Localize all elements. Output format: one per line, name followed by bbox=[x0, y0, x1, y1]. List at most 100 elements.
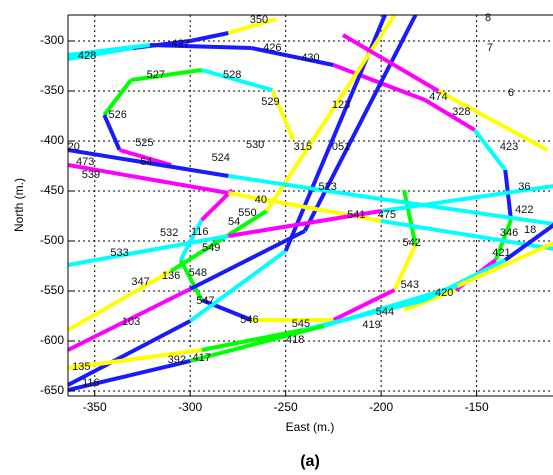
point-label: 549 bbox=[202, 242, 220, 254]
track-segment bbox=[323, 284, 459, 328]
point-label: 136 bbox=[162, 270, 180, 282]
chart-title: (a) bbox=[300, 453, 320, 470]
point-label: 419 bbox=[362, 319, 380, 331]
track-segment bbox=[227, 17, 277, 35]
point-label: 36 bbox=[518, 181, 530, 193]
point-label: 533 bbox=[110, 247, 128, 259]
y-tick-label: -550 bbox=[40, 283, 64, 297]
point-label: 430 bbox=[301, 52, 319, 64]
x-tick-label: -250 bbox=[274, 400, 298, 414]
point-label: 474 bbox=[429, 91, 447, 103]
track-segment bbox=[189, 229, 306, 291]
track-segment bbox=[200, 188, 234, 222]
track-segment bbox=[380, 184, 553, 213]
point-label: 548 bbox=[189, 267, 207, 279]
point-label: 550 bbox=[238, 207, 256, 219]
point-label: 392 bbox=[168, 354, 186, 366]
point-label: 528 bbox=[223, 69, 241, 81]
point-label: 20 bbox=[68, 141, 80, 153]
track-segment bbox=[178, 219, 204, 261]
track-segment bbox=[250, 46, 334, 67]
y-tick-label: -350 bbox=[40, 83, 64, 97]
track-segment bbox=[380, 219, 553, 251]
track-segment bbox=[402, 189, 418, 246]
track-segment bbox=[68, 359, 191, 392]
track-segment bbox=[392, 244, 418, 291]
track-segment bbox=[504, 223, 553, 262]
track-segment bbox=[201, 328, 304, 352]
tracks bbox=[68, 15, 553, 392]
point-label: 7 bbox=[487, 42, 493, 54]
y-axis-label: North (m.) bbox=[12, 178, 26, 232]
track-segment bbox=[503, 169, 513, 221]
point-label: 546 bbox=[240, 314, 258, 326]
point-label: 545 bbox=[292, 318, 310, 330]
track-segment bbox=[189, 249, 287, 323]
point-label: 543 bbox=[401, 279, 419, 291]
y-tick-label: -450 bbox=[40, 183, 64, 197]
point-label: 532 bbox=[160, 227, 178, 239]
track-segment bbox=[68, 319, 192, 387]
track-segment bbox=[178, 259, 204, 301]
point-label: 6 bbox=[508, 87, 514, 99]
track-segment bbox=[68, 234, 229, 267]
track-segment bbox=[228, 209, 382, 238]
track-segment bbox=[68, 348, 202, 370]
track-segment bbox=[150, 43, 252, 50]
y-tick-label: -650 bbox=[40, 383, 64, 397]
track-segment bbox=[473, 128, 507, 172]
point-label: 473 bbox=[76, 156, 94, 168]
point-label: 542 bbox=[403, 237, 421, 249]
annotations: 350 427 428 426 430 8 7 527 528 529 526 525 524 530 31… bbox=[68, 12, 537, 389]
track-segment bbox=[270, 89, 296, 141]
track-segment bbox=[424, 98, 476, 132]
point-label: 347 bbox=[131, 276, 149, 288]
point-label: 422 bbox=[515, 204, 533, 216]
y-tick-label: -500 bbox=[40, 233, 64, 247]
point-label: 530 bbox=[246, 139, 264, 151]
track-segment bbox=[68, 148, 229, 178]
track-segment bbox=[68, 269, 173, 332]
point-label: 428 bbox=[78, 50, 96, 62]
x-tick-label: -350 bbox=[83, 400, 107, 414]
point-label: 525 bbox=[135, 137, 153, 149]
track-segment bbox=[403, 288, 457, 312]
point-label: 135 bbox=[72, 361, 90, 373]
track-segment bbox=[68, 163, 229, 195]
point-label: 418 bbox=[286, 334, 304, 346]
track-segment bbox=[130, 68, 202, 82]
track-segment bbox=[118, 148, 172, 167]
point-label: 421 bbox=[492, 247, 510, 259]
point-label: 18 bbox=[524, 224, 536, 236]
x-tick-label: -200 bbox=[369, 400, 393, 414]
point-label: 420 bbox=[435, 287, 453, 299]
track-segment bbox=[380, 197, 553, 226]
track-segment bbox=[302, 15, 418, 232]
point-label: 541 bbox=[347, 209, 365, 221]
grid bbox=[68, 15, 553, 396]
track-segment bbox=[102, 78, 133, 117]
y-tick-label: -600 bbox=[40, 333, 64, 347]
track-segment bbox=[189, 324, 325, 363]
point-label: 40 bbox=[255, 194, 267, 206]
track-segment bbox=[68, 287, 192, 352]
point-label: 051 bbox=[332, 141, 350, 153]
point-label: 524 bbox=[212, 152, 230, 164]
point-label: 328 bbox=[452, 106, 470, 118]
point-label: 427 bbox=[171, 38, 189, 50]
track-segment bbox=[332, 288, 396, 322]
point-label: 417 bbox=[192, 352, 210, 364]
axes: -350 -300 -250 -200 -150 -300 -350 -400 -450 -500… bbox=[40, 14, 553, 414]
y-tick-label: -400 bbox=[40, 133, 64, 147]
x-tick-label: -150 bbox=[465, 400, 489, 414]
track-segment bbox=[341, 33, 440, 93]
track-segment bbox=[189, 31, 229, 43]
point-label: 539 bbox=[82, 169, 100, 181]
x-axis-label: East (m.) bbox=[286, 420, 335, 434]
point-label: 123 bbox=[332, 99, 350, 111]
point-label: 64 bbox=[140, 156, 152, 168]
point-label: 527 bbox=[147, 69, 165, 81]
track-segment bbox=[201, 68, 273, 92]
point-label: 423 bbox=[500, 141, 518, 153]
